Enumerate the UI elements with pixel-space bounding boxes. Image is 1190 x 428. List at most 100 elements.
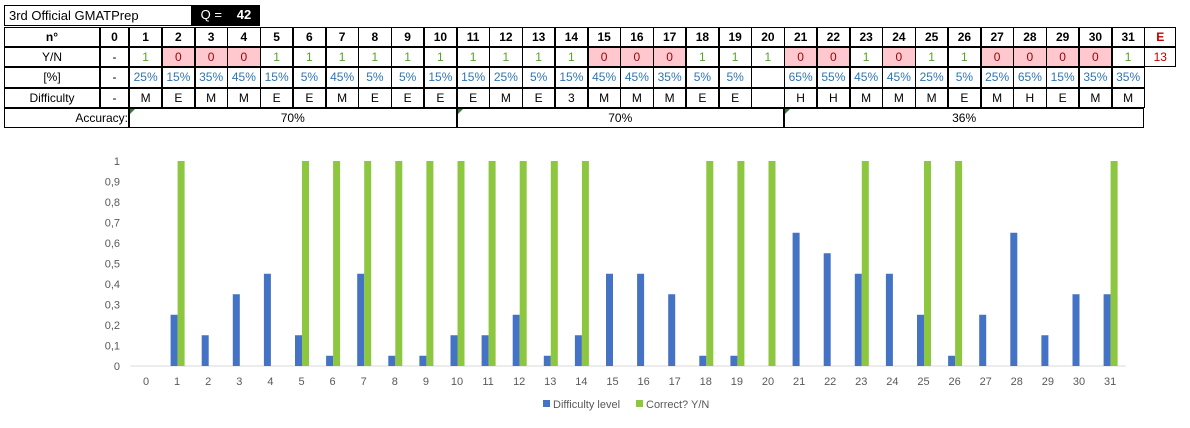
answer-cell[interactable]: 1 xyxy=(522,47,556,67)
answer-cell[interactable]: 1 xyxy=(718,47,752,67)
percent-cell[interactable]: 15% xyxy=(456,67,490,88)
question-number[interactable]: 30 xyxy=(1078,27,1112,47)
difficulty-cell[interactable]: M xyxy=(620,88,654,108)
question-number[interactable]: 18 xyxy=(685,27,719,47)
answer-cell[interactable]: 0 xyxy=(161,47,195,67)
difficulty-cell[interactable]: H xyxy=(1013,88,1047,108)
difficulty-cell[interactable]: M xyxy=(1111,88,1145,108)
percent-cell[interactable]: 25% xyxy=(915,67,949,88)
answer-cell[interactable]: 0 xyxy=(980,47,1014,67)
difficulty-cell[interactable]: M xyxy=(882,88,916,108)
answer-cell[interactable]: 1 xyxy=(391,47,425,67)
row-label-yn[interactable]: Y/N xyxy=(4,47,100,67)
question-number[interactable]: 10 xyxy=(423,27,457,47)
percent-cell[interactable]: 35% xyxy=(1078,67,1112,88)
answer-cell[interactable]: 1 xyxy=(554,47,588,67)
difficulty-cell[interactable]: M xyxy=(980,88,1014,108)
answer-cell[interactable]: 1 xyxy=(358,47,392,67)
difficulty-cell[interactable]: E xyxy=(456,88,490,108)
answer-cell[interactable]: 0 xyxy=(882,47,916,67)
difficulty-cell[interactable]: E xyxy=(947,88,981,108)
difficulty-cell[interactable]: E xyxy=(292,88,326,108)
difficulty-cell[interactable]: M xyxy=(129,88,163,108)
difficulty-cell[interactable]: E xyxy=(358,88,392,108)
difficulty-cell[interactable]: E xyxy=(161,88,195,108)
question-number[interactable]: 12 xyxy=(489,27,523,47)
error-header[interactable]: E xyxy=(1144,27,1177,47)
row-label-n[interactable]: n° xyxy=(4,27,100,47)
difficulty-cell[interactable]: E xyxy=(522,88,556,108)
col0-n[interactable]: 0 xyxy=(100,27,129,47)
answer-cell[interactable]: 1 xyxy=(849,47,883,67)
percent-cell[interactable]: 15% xyxy=(161,67,195,88)
percent-cell[interactable]: 5% xyxy=(358,67,392,88)
difficulty-cell[interactable]: M xyxy=(1078,88,1112,108)
accuracy-value[interactable]: 70% xyxy=(129,108,457,128)
answer-cell[interactable]: 0 xyxy=(620,47,654,67)
question-number[interactable]: 2 xyxy=(161,27,195,47)
question-number[interactable]: 21 xyxy=(784,27,818,47)
percent-cell[interactable]: 5% xyxy=(522,67,556,88)
difficulty-cell[interactable]: 3 xyxy=(554,88,588,108)
percent-cell[interactable]: 45% xyxy=(882,67,916,88)
answer-cell[interactable]: 0 xyxy=(784,47,818,67)
row-label-difficulty[interactable]: Difficulty xyxy=(4,88,100,108)
difficulty-cell[interactable]: H xyxy=(816,88,850,108)
answer-cell[interactable]: 0 xyxy=(194,47,228,67)
percent-cell[interactable]: 35% xyxy=(653,67,687,88)
question-number[interactable]: 20 xyxy=(751,27,785,47)
difficulty-cell[interactable]: E xyxy=(718,88,752,108)
difficulty-cell[interactable]: M xyxy=(194,88,228,108)
answer-cell[interactable]: 0 xyxy=(227,47,261,67)
difficulty-cell[interactable]: M xyxy=(915,88,949,108)
accuracy-value[interactable]: 36% xyxy=(784,108,1145,128)
answer-cell[interactable]: 1 xyxy=(129,47,163,67)
answer-cell[interactable]: 0 xyxy=(587,47,621,67)
percent-cell[interactable]: 5% xyxy=(685,67,719,88)
question-number[interactable]: 25 xyxy=(915,27,949,47)
question-number[interactable]: 16 xyxy=(620,27,654,47)
percent-cell[interactable]: 5% xyxy=(947,67,981,88)
difficulty-cell[interactable]: M xyxy=(653,88,687,108)
error-count[interactable]: 13 xyxy=(1144,47,1177,67)
answer-cell[interactable]: 1 xyxy=(685,47,719,67)
question-number[interactable]: 31 xyxy=(1111,27,1145,47)
difficulty-cell[interactable]: E xyxy=(685,88,719,108)
percent-cell[interactable]: 45% xyxy=(325,67,359,88)
percent-cell[interactable]: 5% xyxy=(292,67,326,88)
percent-cell[interactable]: 5% xyxy=(718,67,752,88)
percent-cell[interactable]: 55% xyxy=(816,67,850,88)
question-number[interactable]: 5 xyxy=(260,27,294,47)
answer-cell[interactable]: 1 xyxy=(325,47,359,67)
percent-cell[interactable]: 35% xyxy=(194,67,228,88)
row-label-pct[interactable]: [%] xyxy=(4,67,100,88)
answer-cell[interactable]: 1 xyxy=(489,47,523,67)
answer-cell[interactable]: 1 xyxy=(423,47,457,67)
question-number[interactable]: 22 xyxy=(816,27,850,47)
difficulty-cell[interactable]: E xyxy=(423,88,457,108)
q-value[interactable]: 42 xyxy=(228,5,260,26)
question-number[interactable]: 28 xyxy=(1013,27,1047,47)
question-number[interactable]: 7 xyxy=(325,27,359,47)
difficulty-cell[interactable]: E xyxy=(1046,88,1080,108)
question-number[interactable]: 6 xyxy=(292,27,326,47)
question-number[interactable]: 15 xyxy=(587,27,621,47)
answer-cell[interactable]: 0 xyxy=(816,47,850,67)
question-number[interactable]: 8 xyxy=(358,27,392,47)
percent-cell[interactable]: 15% xyxy=(260,67,294,88)
difficulty-cell[interactable]: M xyxy=(489,88,523,108)
accuracy-value[interactable]: 70% xyxy=(456,108,784,128)
question-number[interactable]: 4 xyxy=(227,27,261,47)
answer-cell[interactable]: 1 xyxy=(260,47,294,67)
difficulty-cell[interactable]: E xyxy=(260,88,294,108)
percent-cell[interactable]: 25% xyxy=(129,67,163,88)
col0-yn[interactable]: - xyxy=(100,47,129,67)
question-number[interactable]: 27 xyxy=(980,27,1014,47)
percent-cell[interactable]: 65% xyxy=(784,67,818,88)
question-number[interactable]: 23 xyxy=(849,27,883,47)
question-number[interactable]: 3 xyxy=(194,27,228,47)
col0-difficulty[interactable]: - xyxy=(100,88,129,108)
question-number[interactable]: 26 xyxy=(947,27,981,47)
percent-cell[interactable] xyxy=(751,67,785,88)
difficulty-cell[interactable]: M xyxy=(849,88,883,108)
